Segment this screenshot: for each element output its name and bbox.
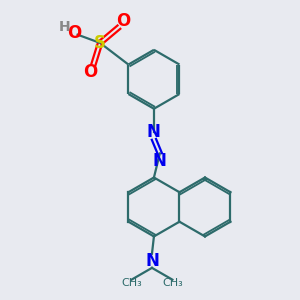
Text: N: N — [145, 252, 159, 270]
Text: N: N — [153, 152, 167, 169]
Text: O: O — [84, 63, 98, 81]
Text: N: N — [147, 123, 161, 141]
Text: O: O — [68, 24, 82, 42]
Text: CH₃: CH₃ — [121, 278, 142, 288]
Text: S: S — [94, 34, 106, 52]
Text: CH₃: CH₃ — [162, 278, 183, 288]
Text: O: O — [116, 12, 130, 30]
Text: H: H — [59, 20, 70, 34]
